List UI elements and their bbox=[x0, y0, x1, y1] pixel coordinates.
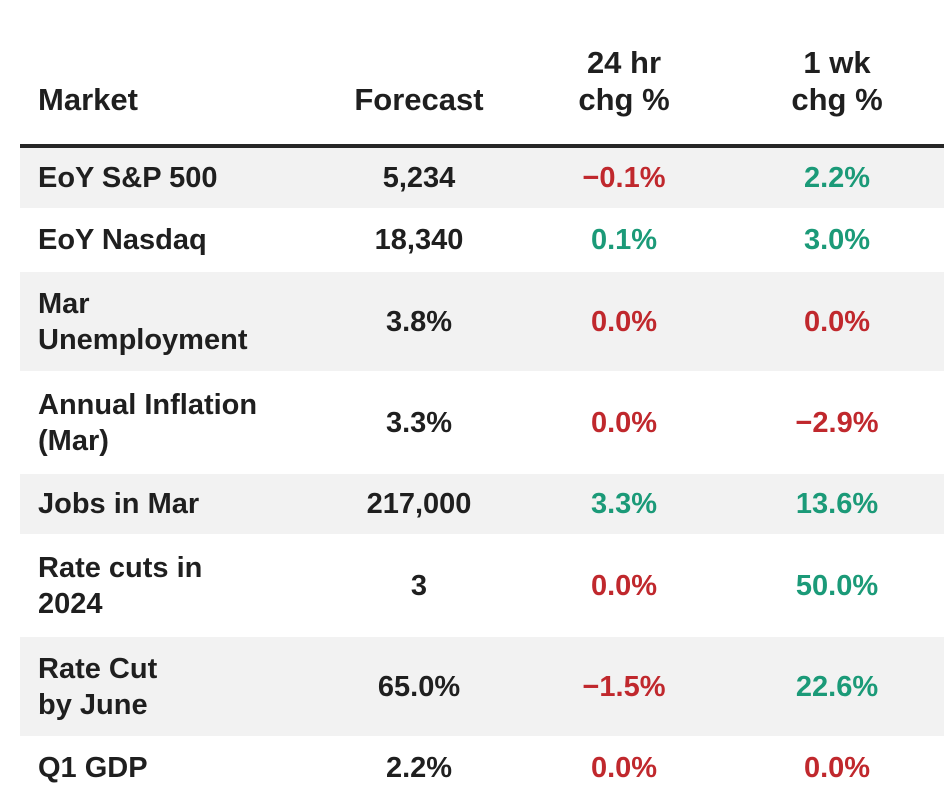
table-row: Mar Unemployment 3.8% 0.0% 0.0% bbox=[20, 271, 944, 373]
header-24h-line2: chg % bbox=[578, 82, 670, 117]
header-1wk-line1: 1 wk bbox=[803, 45, 871, 80]
header-1wk-line2: chg % bbox=[791, 82, 883, 117]
market-name: EoY S&P 500 bbox=[38, 162, 218, 194]
change-1wk-cell: 2.2% bbox=[730, 146, 944, 210]
forecast-cell: 18,340 bbox=[320, 209, 518, 272]
change-1wk-cell: 0.0% bbox=[730, 271, 944, 373]
table-header: Market Forecast 24 hr chg % 1 wk chg % bbox=[20, 0, 944, 148]
change-24h-cell: 0.0% bbox=[518, 372, 730, 474]
table-row: Rate Cut by June 65.0% −1.5% 22.6% bbox=[20, 636, 944, 738]
change-24h-cell: −1.5% bbox=[518, 636, 730, 738]
header-market: Market bbox=[20, 0, 320, 148]
forecast-cell: 3.8% bbox=[320, 271, 518, 373]
market-cell: EoY Nasdaq bbox=[20, 209, 320, 272]
table-body: EoY S&P 500 5,234 −0.1% 2.2% EoY Nasdaq … bbox=[20, 146, 944, 800]
forecast-cell: 5,234 bbox=[320, 146, 518, 210]
header-1wk-change: 1 wk chg % bbox=[730, 0, 944, 148]
table-row: EoY S&P 500 5,234 −0.1% 2.2% bbox=[20, 146, 944, 210]
market-name: Rate Cut by June bbox=[38, 652, 158, 721]
table-row: Q1 GDP 2.2% 0.0% 0.0% bbox=[20, 737, 944, 800]
change-24h-cell: 3.3% bbox=[518, 473, 730, 536]
market-cell: Annual Inflation (Mar) bbox=[20, 372, 320, 474]
header-24h-line1: 24 hr bbox=[586, 45, 662, 80]
forecast-cell: 217,000 bbox=[320, 473, 518, 536]
header-row: Market Forecast 24 hr chg % 1 wk chg % bbox=[20, 0, 944, 148]
header-24h-change: 24 hr chg % bbox=[518, 0, 730, 148]
forecast-table-container: Market Forecast 24 hr chg % 1 wk chg % E… bbox=[20, 0, 944, 800]
header-forecast: Forecast bbox=[320, 0, 518, 148]
change-1wk-cell: 50.0% bbox=[730, 535, 944, 637]
table-row: EoY Nasdaq 18,340 0.1% 3.0% bbox=[20, 209, 944, 272]
change-1wk-cell: −2.9% bbox=[730, 372, 944, 474]
change-24h-cell: −0.1% bbox=[518, 146, 730, 210]
market-name: Mar Unemployment bbox=[38, 287, 248, 356]
market-name: Annual Inflation (Mar) bbox=[38, 388, 258, 457]
change-1wk-cell: 3.0% bbox=[730, 209, 944, 272]
forecast-cell: 2.2% bbox=[320, 737, 518, 800]
forecast-cell: 3.3% bbox=[320, 372, 518, 474]
header-forecast-label: Forecast bbox=[354, 82, 484, 117]
change-1wk-cell: 13.6% bbox=[730, 473, 944, 536]
market-cell: Mar Unemployment bbox=[20, 271, 320, 373]
market-name: Q1 GDP bbox=[38, 752, 148, 784]
market-name: Jobs in Mar bbox=[38, 488, 200, 520]
change-24h-cell: 0.0% bbox=[518, 535, 730, 637]
table-row: Jobs in Mar 217,000 3.3% 13.6% bbox=[20, 473, 944, 536]
forecast-cell: 65.0% bbox=[320, 636, 518, 738]
forecast-table: Market Forecast 24 hr chg % 1 wk chg % E… bbox=[20, 0, 944, 800]
table-row: Annual Inflation (Mar) 3.3% 0.0% −2.9% bbox=[20, 372, 944, 474]
market-name: Rate cuts in 2024 bbox=[38, 551, 203, 620]
change-24h-cell: 0.0% bbox=[518, 271, 730, 373]
market-cell: EoY S&P 500 bbox=[20, 146, 320, 210]
change-1wk-cell: 22.6% bbox=[730, 636, 944, 738]
change-1wk-cell: 0.0% bbox=[730, 737, 944, 800]
market-cell: Rate Cut by June bbox=[20, 636, 320, 738]
market-name: EoY Nasdaq bbox=[38, 224, 207, 256]
header-market-label: Market bbox=[38, 82, 138, 117]
forecast-cell: 3 bbox=[320, 535, 518, 637]
market-cell: Jobs in Mar bbox=[20, 473, 320, 536]
change-24h-cell: 0.1% bbox=[518, 209, 730, 272]
market-cell: Q1 GDP bbox=[20, 737, 320, 800]
market-cell: Rate cuts in 2024 bbox=[20, 535, 320, 637]
table-row: Rate cuts in 2024 3 0.0% 50.0% bbox=[20, 535, 944, 637]
change-24h-cell: 0.0% bbox=[518, 737, 730, 800]
